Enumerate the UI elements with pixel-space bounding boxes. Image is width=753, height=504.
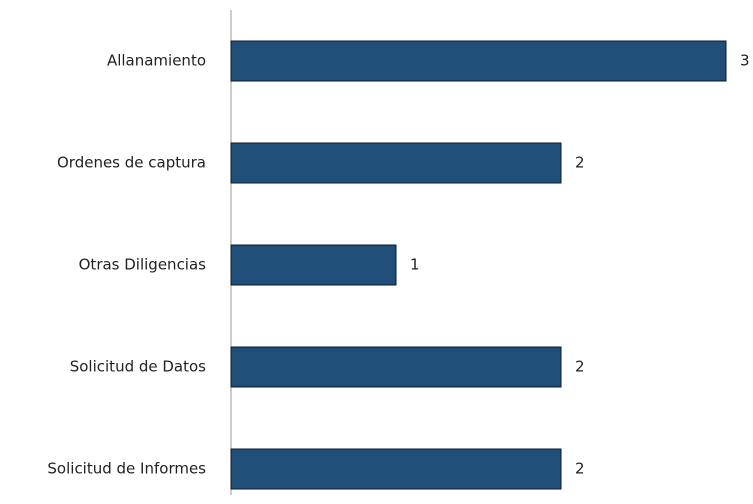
data-label: 1: [410, 256, 420, 274]
data-label: 2: [575, 358, 585, 376]
bar: [230, 346, 562, 388]
data-label: 2: [575, 460, 585, 478]
bar: [230, 448, 562, 490]
data-label: 2: [575, 154, 585, 172]
y-tick-label: Otras Diligencias: [79, 256, 207, 274]
y-tick-label: Ordenes de captura: [57, 154, 206, 172]
data-label: 3: [740, 52, 750, 70]
bar: [230, 40, 727, 82]
y-tick-label: Solicitud de Datos: [70, 358, 206, 376]
y-tick-label: Allanamiento: [107, 52, 206, 70]
y-tick-label: Solicitud de Informes: [47, 460, 206, 478]
bar: [230, 142, 562, 184]
bar: [230, 244, 397, 286]
